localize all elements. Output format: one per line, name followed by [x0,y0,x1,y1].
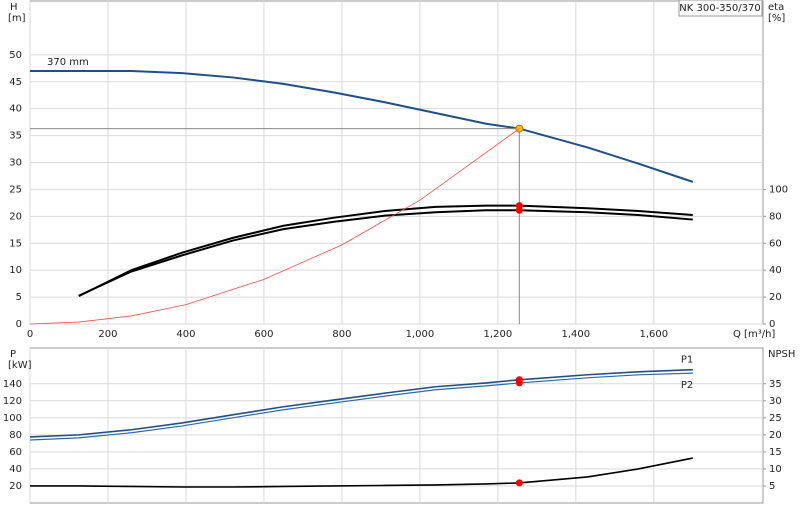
y-tick-label: 5 [16,292,22,303]
y2-tick-label: 20 [769,292,782,303]
y2-tick-label: 40 [769,265,782,276]
y-tick-label: 20 [9,211,22,222]
y2-tick-label: 0 [769,319,775,330]
y2-tick-label: 35 [769,379,782,390]
series-line [29,368,693,438]
x-tick-label: 1,600 [640,329,669,340]
series-line [29,128,520,325]
x-tick-label: 1,200 [484,329,513,340]
y2-tick-label: 60 [769,238,782,249]
operating-point [515,124,524,133]
y-tick-label: 140 [3,379,22,390]
y-axis-label: H [10,2,18,13]
y-tick-label: 10 [9,265,22,276]
x-tick-label: 0 [27,329,33,340]
y-tick-label: 80 [9,430,22,441]
y-tick-label: 50 [9,50,22,61]
y-tick-label: 15 [9,238,22,249]
y-tick-label: 120 [3,396,22,407]
x-tick-label: 200 [98,329,117,340]
series-line [78,209,693,297]
y-tick-label: 25 [9,184,22,195]
operating-point [515,206,523,214]
y-tick-label: 35 [9,131,22,142]
series-line [30,69,694,183]
x-tick-label: 1,400 [562,329,591,340]
series-label: P1 [681,355,693,366]
x-tick-label: 800 [332,329,351,340]
y2-axis-label: NPSH [768,349,795,360]
y2-tick-label: 25 [769,413,782,424]
series-label: 370 mm [47,57,89,68]
y2-axis-label: eta [768,2,784,13]
series-line [30,457,693,488]
y2-tick-label: 30 [769,396,782,407]
y-tick-label: 60 [9,447,22,458]
y-tick-label: 30 [9,158,22,169]
y-tick-label: 40 [9,464,22,475]
x-axis-label: Q [m³/h] [733,329,775,340]
y2-tick-label: 20 [769,430,782,441]
operating-point [515,479,523,487]
title-box [678,0,763,17]
x-tick-label: 1,000 [406,329,435,340]
series-line [29,372,693,441]
y-tick-label: 40 [9,104,22,115]
chart-title: NK 300-350/370 [679,3,760,14]
y-tick-label: 45 [9,77,22,88]
y-tick-label: 100 [3,413,22,424]
y2-tick-label: 80 [769,211,782,222]
series-label: P2 [681,380,693,391]
x-tick-label: 600 [254,329,273,340]
operating-point [515,379,523,387]
x-tick-label: 400 [176,329,195,340]
y2-axis-unit: [%] [768,13,785,24]
y-tick-label: 0 [16,319,22,330]
y2-tick-label: 15 [769,447,782,458]
y-tick-label: 20 [9,481,22,492]
y2-tick-label: 100 [769,184,788,195]
y2-tick-label: 10 [769,464,782,475]
y-axis-label: P [10,349,16,360]
y-axis-unit: [kW] [8,360,32,371]
y-axis-unit: [m] [8,13,26,24]
series-line [78,204,693,298]
y2-tick-label: 5 [769,481,775,492]
